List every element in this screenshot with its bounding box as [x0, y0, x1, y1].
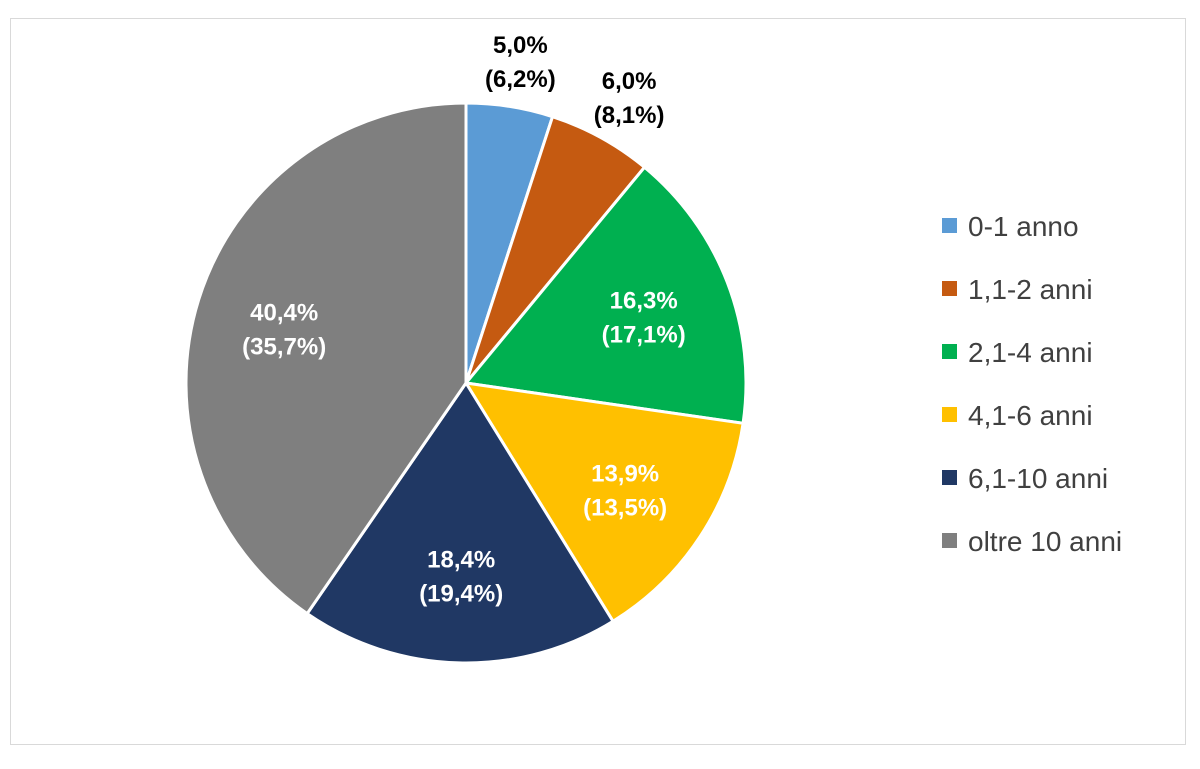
slice-value-6-1-10-anni: 18,4%: [427, 546, 495, 573]
legend-swatch-oltre-10-anni: [942, 533, 957, 548]
legend-label-1-1-2-anni: 1,1-2 anni: [968, 274, 1093, 305]
legend-swatch-1-1-2-anni: [942, 281, 957, 296]
slice-secondary-value-2-1-4-anni: (17,1%): [602, 322, 686, 349]
legend-label-6-1-10-anni: 6,1-10 anni: [968, 463, 1108, 494]
chart-frame: [10, 18, 1186, 745]
slice-secondary-value-4-1-6-anni: (13,5%): [583, 495, 667, 522]
legend-label-0-1-anno: 0-1 anno: [968, 211, 1079, 242]
pie-slice-4-1-6-anni: [463, 381, 745, 624]
legend-label-oltre-10-anni: oltre 10 anni: [968, 526, 1122, 557]
slice-secondary-value-0-1-anno: (6,2%): [485, 66, 556, 93]
slice-value-oltre-10-anni: 40,4%: [250, 299, 318, 326]
slice-value-0-1-anno: 5,0%: [493, 32, 548, 59]
legend-swatch-0-1-anno: [942, 218, 957, 233]
legend: 0-1 anno 1,1-2 anni 2,1-4 anni 4,1-6 anni 6,…: [942, 211, 1122, 557]
slice-value-1-1-2-anni: 6,0%: [602, 68, 657, 95]
pie-slice-2-1-4-anni: [463, 165, 748, 426]
slice-label-oltre-10-anni: 40,4% (35,7%): [242, 299, 326, 360]
legend-swatch-4-1-6-anni: [942, 407, 957, 422]
pie-slice-oltre-10-anni: [184, 101, 468, 616]
legend-swatch-2-1-4-anni: [942, 344, 957, 359]
pie-slice-6-1-10-anni: [305, 380, 616, 665]
slice-value-4-1-6-anni: 13,9%: [591, 461, 659, 488]
slice-labels: 5,0% (6,2%) 6,0% (8,1%) 16,3% (17,1%) 13,9% (13…: [242, 32, 686, 607]
slice-secondary-value-oltre-10-anni: (35,7%): [242, 333, 326, 360]
slice-label-2-1-4-anni: 16,3% (17,1%): [602, 288, 686, 349]
slice-value-2-1-4-anni: 16,3%: [610, 288, 678, 315]
legend-swatch-6-1-10-anni: [942, 470, 957, 485]
slice-secondary-value-6-1-10-anni: (19,4%): [419, 580, 503, 607]
slice-secondary-value-1-1-2-anni: (8,1%): [594, 102, 665, 129]
slice-label-1-1-2-anni: 6,0% (8,1%): [594, 68, 665, 129]
slice-label-4-1-6-anni: 13,9% (13,5%): [583, 461, 667, 522]
pie-slices: [184, 101, 748, 665]
legend-label-2-1-4-anni: 2,1-4 anni: [968, 337, 1093, 368]
slice-label-0-1-anno: 5,0% (6,2%): [485, 32, 556, 93]
legend-label-4-1-6-anni: 4,1-6 anni: [968, 400, 1093, 431]
slice-label-6-1-10-anni: 18,4% (19,4%): [419, 546, 503, 607]
